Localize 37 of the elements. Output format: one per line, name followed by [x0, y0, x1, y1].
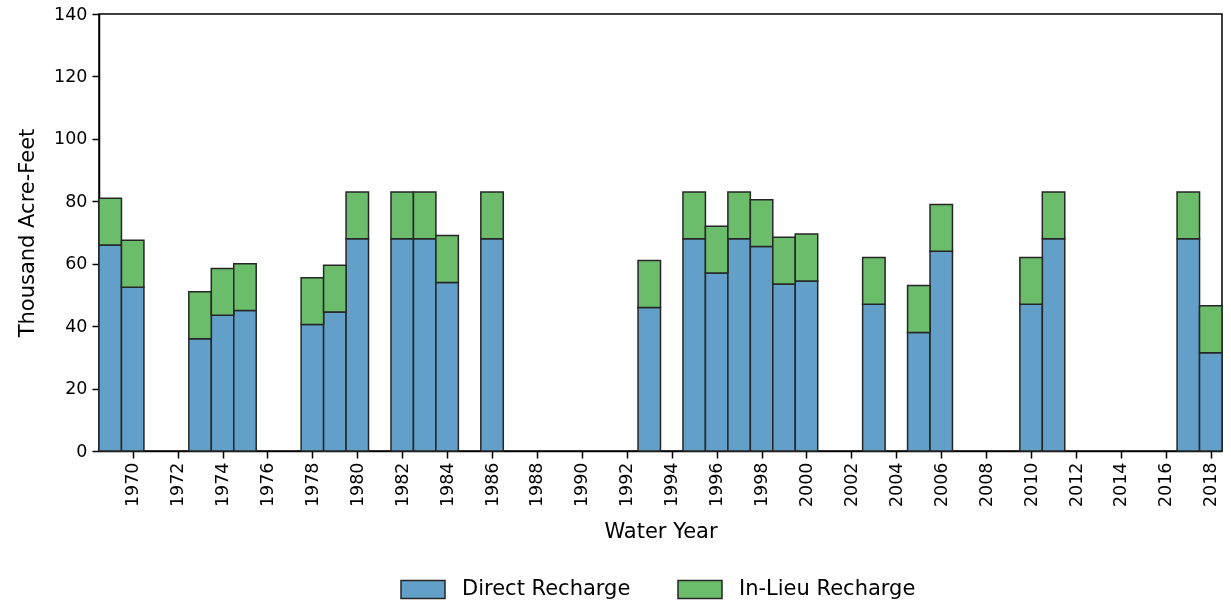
y-tick-label: 120 — [54, 65, 88, 86]
x-tick-label: 2004 — [885, 462, 906, 508]
x-tick-label: 1978 — [301, 462, 322, 508]
y-tick-label: 80 — [65, 190, 88, 211]
y-tick-label: 140 — [54, 3, 88, 24]
x-tick-label: 2006 — [930, 462, 951, 508]
x-tick-label: 1994 — [661, 462, 682, 508]
x-tick-label: 1992 — [616, 462, 637, 508]
x-tick-label: 1998 — [751, 462, 772, 508]
y-tick-label: 60 — [65, 253, 88, 274]
x-tick-label: 1976 — [256, 462, 277, 508]
x-tick-label: 1982 — [391, 462, 412, 508]
x-tick-label: 2000 — [795, 462, 816, 508]
legend-label: In-Lieu Recharge — [739, 576, 916, 601]
x-tick-label: 2016 — [1155, 462, 1176, 508]
y-axis-title: Thousand Acre-Feet — [15, 128, 40, 339]
y-tick-label: 20 — [65, 378, 88, 399]
x-tick-label: 1984 — [436, 462, 457, 508]
x-tick-label: 1970 — [122, 462, 143, 508]
x-tick-label: 1990 — [571, 462, 592, 508]
y-tick-label: 100 — [54, 128, 88, 149]
x-tick-label: 2012 — [1065, 462, 1086, 508]
y-tick-label: 0 — [76, 440, 88, 461]
legend-label: Direct Recharge — [462, 576, 631, 601]
x-tick-label: 1980 — [346, 462, 367, 508]
x-tick-label: 2002 — [840, 462, 861, 508]
x-tick-label: 2010 — [1020, 462, 1041, 508]
x-tick-label: 1972 — [167, 462, 188, 508]
x-tick-label: 2014 — [1110, 462, 1131, 508]
x-axis-title: Water Year — [604, 519, 718, 544]
x-tick-label: 1996 — [706, 462, 727, 508]
x-tick-label: 1988 — [526, 462, 547, 508]
x-tick-label: 1974 — [212, 462, 233, 508]
x-tick-label: 2008 — [975, 462, 996, 508]
y-tick-label: 40 — [65, 315, 88, 336]
x-tick-label: 1986 — [481, 462, 502, 508]
x-tick-label: 2018 — [1200, 462, 1221, 508]
